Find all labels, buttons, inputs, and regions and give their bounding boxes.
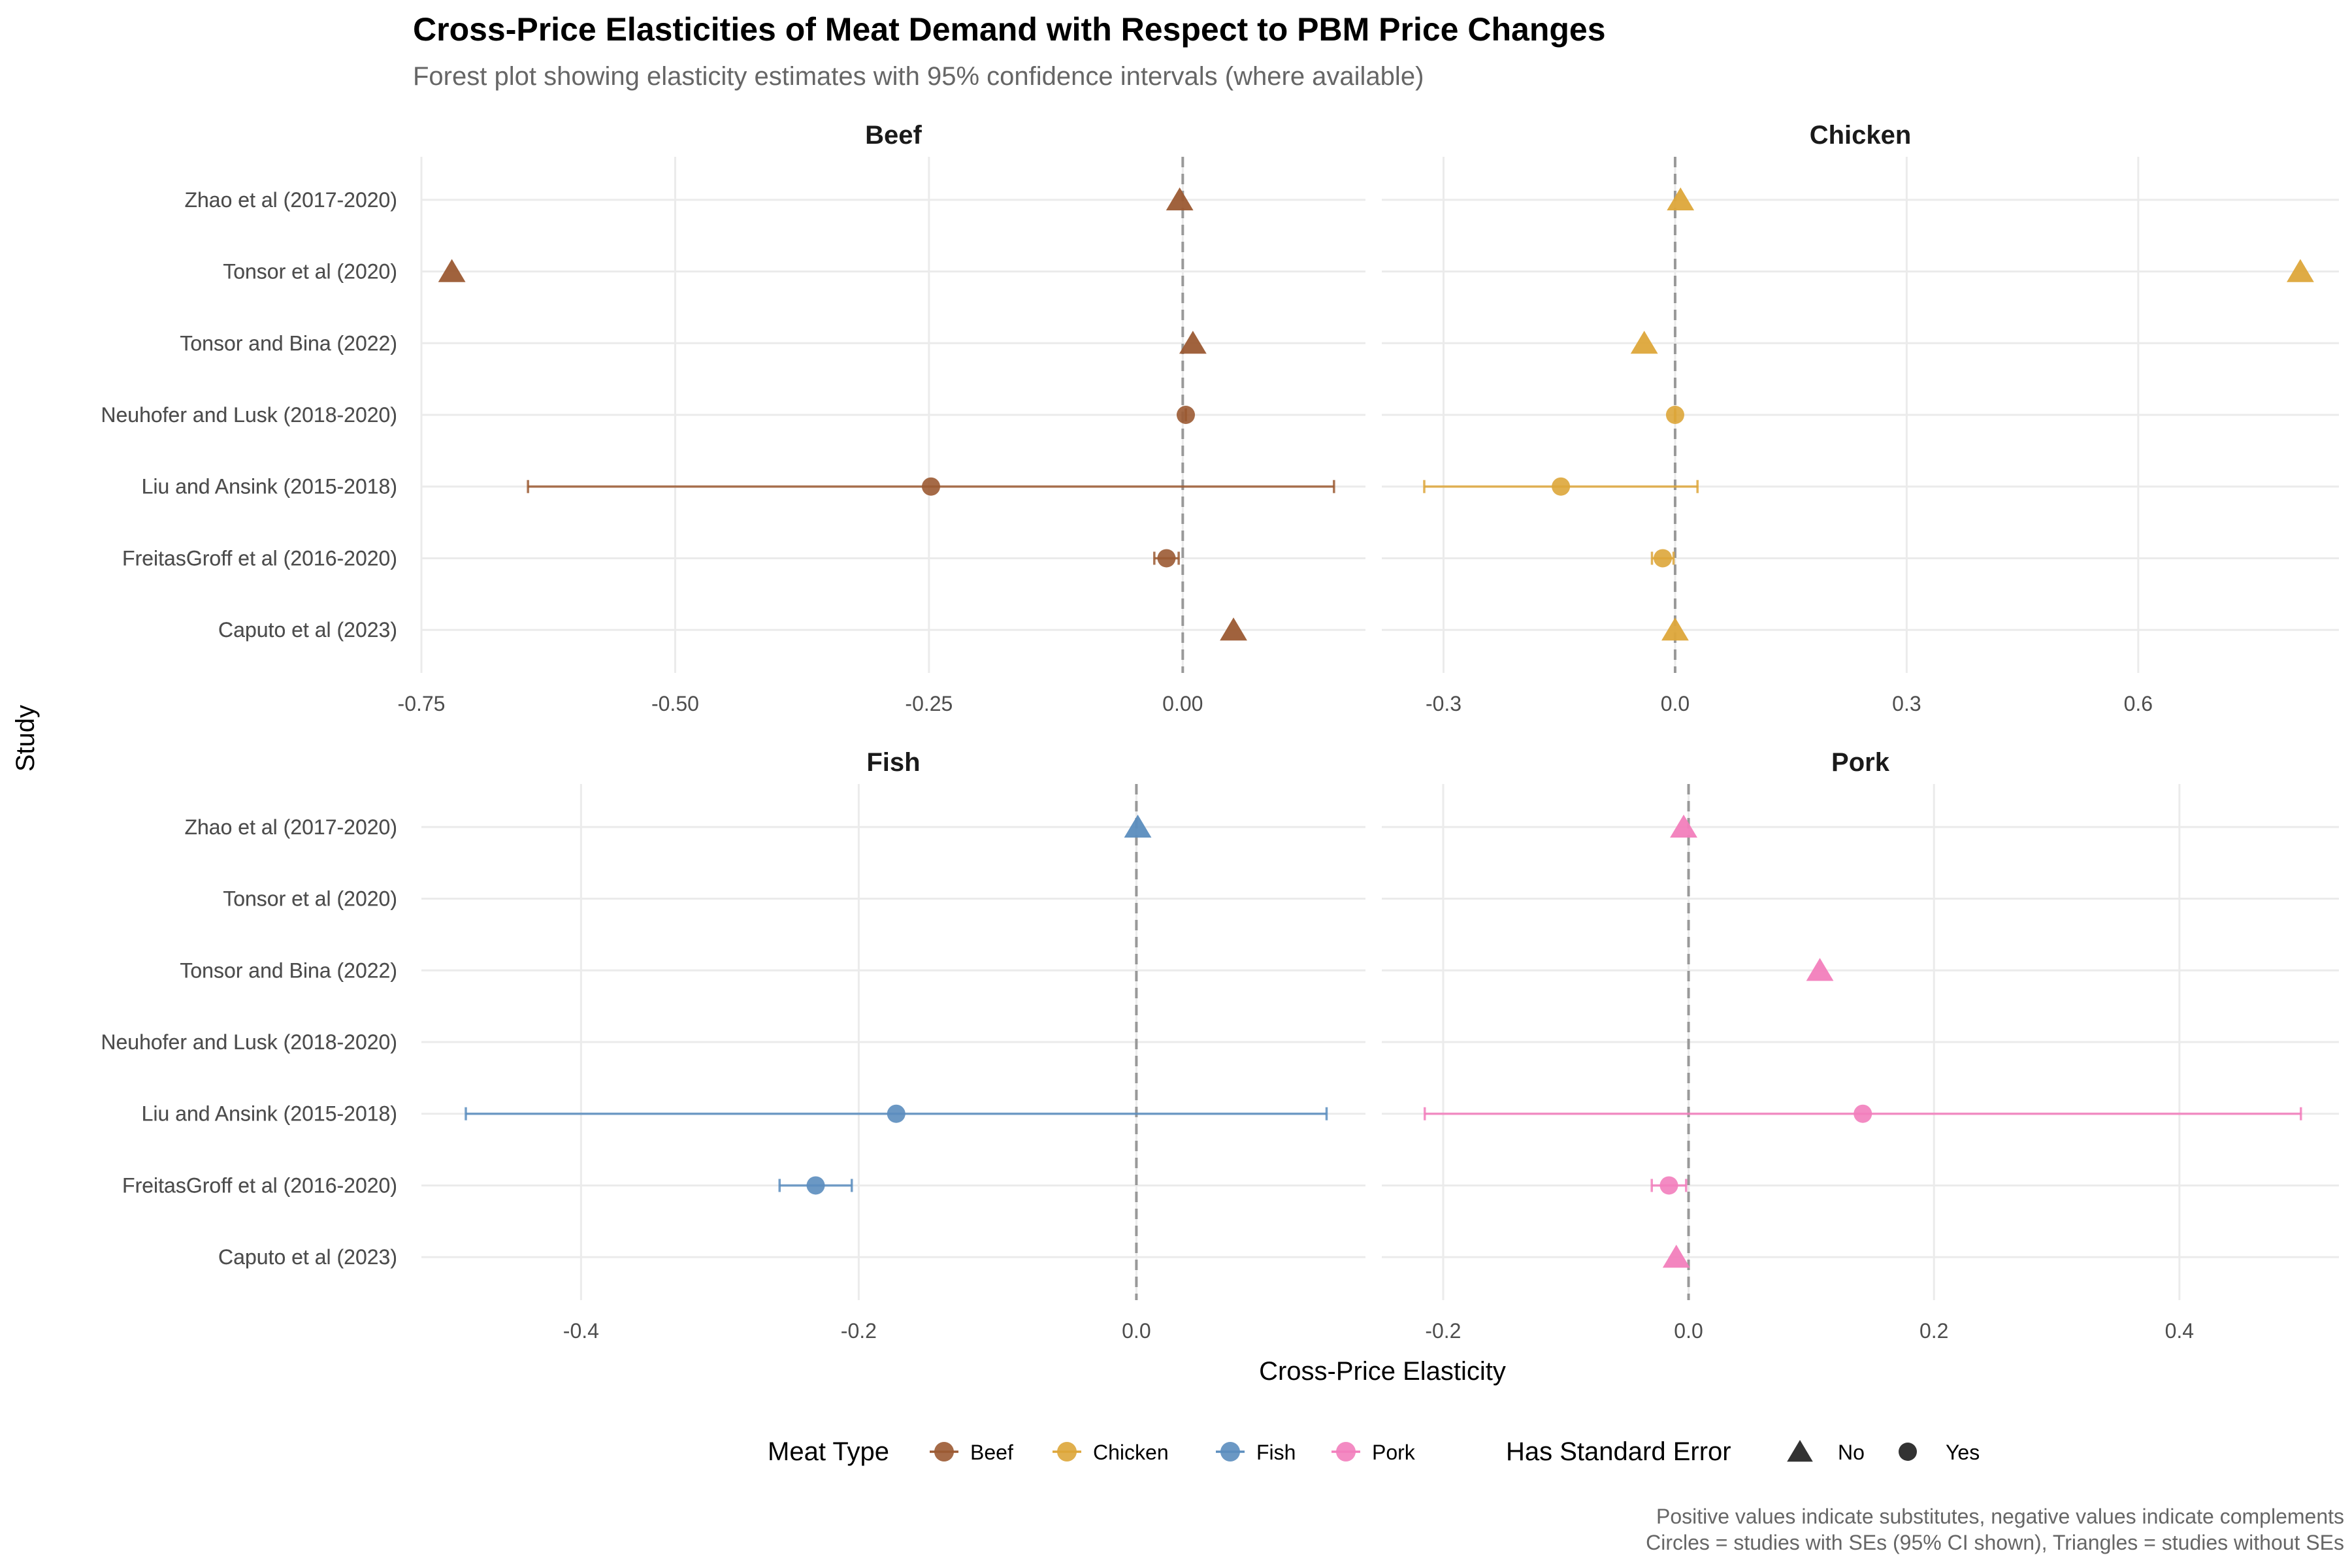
x-tick-label: -0.2 [841,1319,877,1343]
point-triangle-zhao-et-al-2017-2020 [1670,814,1697,838]
x-tick-label: 0.6 [2124,692,2153,715]
legend-shape-keys: No Yes [1787,1440,1980,1464]
y-tick-label: FreitasGroff et al (2016-2020) [122,1173,397,1197]
point-triangle-tonsor-et-al-2020 [2287,259,2314,282]
point-triangle-tonsor-et-al-2020 [438,259,466,282]
point-circle-freitasgroff-et-al-2016-2020 [806,1176,825,1195]
x-tick-label: 0.2 [1919,1319,1948,1343]
y-tick-label: Liu and Ansink (2015-2018) [142,1102,397,1126]
point-circle-liu-and-ansink-2015-2018 [921,477,940,496]
y-tick-label: Neuhofer and Lusk (2018-2020) [101,403,397,427]
legend-shape-label-no: No [1838,1441,1865,1464]
x-tick-label: 0.0 [1661,692,1690,715]
legend-label-pork: Pork [1372,1441,1416,1464]
x-tick-label: -0.75 [398,692,446,715]
y-tick-label: Liu and Ansink (2015-2018) [142,475,397,498]
y-tick-label: FreitasGroff et al (2016-2020) [122,1173,397,1197]
panel-pork: Pork Caputo et al (2023) FreitasGroff et a… [101,748,2339,1343]
point-triangle-caputo-et-al-2023 [1220,617,1247,641]
y-tick-label: Zhao et al (2017-2020) [184,815,397,839]
point-circle-freitasgroff-et-al-2016-2020 [1157,549,1176,568]
legend-shape-title: Has Standard Error [1506,1437,1731,1466]
panel-beef: Beef Caputo et al (2023) FreitasGroff et a… [101,121,1365,715]
y-tick-label: Zhao et al (2017-2020) [184,815,397,839]
x-tick-label: -0.3 [1426,692,1462,715]
legend: Meat Type Has Standard Error Beef Chicken… [768,1437,1980,1466]
x-tick-label: 0.0 [1674,1319,1703,1343]
y-tick-label: Tonsor et al (2020) [223,260,397,284]
legend-label-beef: Beef [970,1441,1013,1464]
panel-chicken: Chicken Caputo et al (2023) FreitasGroff e… [101,121,2339,715]
y-tick-label: Caputo et al (2023) [218,1245,397,1269]
strip-label-chicken: Chicken [1810,121,1912,150]
x-tick-label: 0.4 [2165,1319,2194,1343]
point-triangle-tonsor-and-bina-2022 [1630,331,1658,354]
legend-shape-triangle [1787,1440,1813,1462]
y-tick-label: Tonsor et al (2020) [223,887,397,911]
y-tick-label: Tonsor and Bina (2022) [180,331,397,355]
y-tick-label: Neuhofer and Lusk (2018-2020) [101,1030,397,1054]
legend-key-dot-beef [934,1442,954,1462]
point-circle-liu-and-ansink-2015-2018 [887,1104,906,1123]
x-tick-label: 0.3 [1892,692,1921,715]
y-tick-label: Tonsor et al (2020) [223,260,397,284]
chart-title: Cross-Price Elasticities of Meat Demand … [413,11,1606,48]
point-circle-liu-and-ansink-2015-2018 [1552,477,1571,496]
y-tick-label: Caputo et al (2023) [218,1245,397,1269]
point-triangle-zhao-et-al-2017-2020 [1124,814,1152,838]
y-tick-label: Tonsor et al (2020) [223,887,397,911]
y-tick-label: FreitasGroff et al (2016-2020) [122,546,397,570]
x-axis-title: Cross-Price Elasticity [1259,1357,1506,1386]
legend-shape-circle [1899,1443,1917,1461]
caption-line-2: Circles = studies with SEs (95% CI shown… [1646,1531,2344,1554]
y-tick-label: Liu and Ansink (2015-2018) [142,475,397,498]
point-triangle-tonsor-and-bina-2022 [1179,331,1207,354]
y-tick-label: Neuhofer and Lusk (2018-2020) [101,403,397,427]
facet-panels: Beef Caputo et al (2023) FreitasGroff et a… [101,121,2339,1343]
panel-fish: Fish Caputo et al (2023) FreitasGroff et a… [101,748,1365,1343]
legend-shape-label-yes: Yes [1946,1441,1980,1464]
legend-key-dot-chicken [1057,1442,1077,1462]
y-tick-label: Neuhofer and Lusk (2018-2020) [101,1030,397,1054]
point-circle-liu-and-ansink-2015-2018 [1854,1104,1872,1123]
chart-subtitle: Forest plot showing elasticity estimates… [413,62,1424,91]
y-tick-label: Liu and Ansink (2015-2018) [142,1102,397,1126]
caption-line-1: Positive values indicate substitutes, ne… [1656,1505,2344,1528]
legend-label-chicken: Chicken [1093,1441,1169,1464]
legend-color-title: Meat Type [768,1437,889,1466]
legend-label-fish: Fish [1256,1441,1296,1464]
point-triangle-zhao-et-al-2017-2020 [1667,187,1695,210]
strip-label-pork: Pork [1831,748,1890,777]
x-tick-label: -0.2 [1425,1319,1461,1343]
y-tick-label: Tonsor and Bina (2022) [180,331,397,355]
y-tick-label: Tonsor and Bina (2022) [180,958,397,982]
point-circle-neuhofer-and-lusk-2018-2020 [1665,406,1684,424]
y-tick-label: Caputo et al (2023) [218,618,397,642]
legend-key-dot-pork [1336,1442,1356,1462]
point-circle-neuhofer-and-lusk-2018-2020 [1176,406,1195,424]
point-triangle-caputo-et-al-2023 [1662,1245,1690,1268]
y-tick-label: Zhao et al (2017-2020) [184,188,397,212]
point-circle-freitasgroff-et-al-2016-2020 [1654,549,1673,568]
legend-color-keys: Beef Chicken Fish Pork [930,1441,1416,1464]
x-tick-label: 0.0 [1122,1319,1151,1343]
legend-key-dot-fish [1220,1442,1240,1462]
y-axis-title: Study [11,705,40,772]
strip-label-beef: Beef [865,121,922,150]
strip-label-fish: Fish [866,748,920,777]
point-triangle-tonsor-and-bina-2022 [1806,958,1834,981]
x-tick-label: -0.25 [905,692,953,715]
x-tick-label: -0.50 [651,692,699,715]
x-tick-label: 0.00 [1162,692,1203,715]
point-triangle-caputo-et-al-2023 [1661,617,1689,641]
y-tick-label: Caputo et al (2023) [218,618,397,642]
y-tick-label: FreitasGroff et al (2016-2020) [122,546,397,570]
point-triangle-zhao-et-al-2017-2020 [1166,187,1194,210]
point-circle-freitasgroff-et-al-2016-2020 [1659,1176,1678,1195]
x-tick-label: -0.4 [563,1319,599,1343]
y-tick-label: Tonsor and Bina (2022) [180,958,397,982]
y-tick-label: Zhao et al (2017-2020) [184,188,397,212]
